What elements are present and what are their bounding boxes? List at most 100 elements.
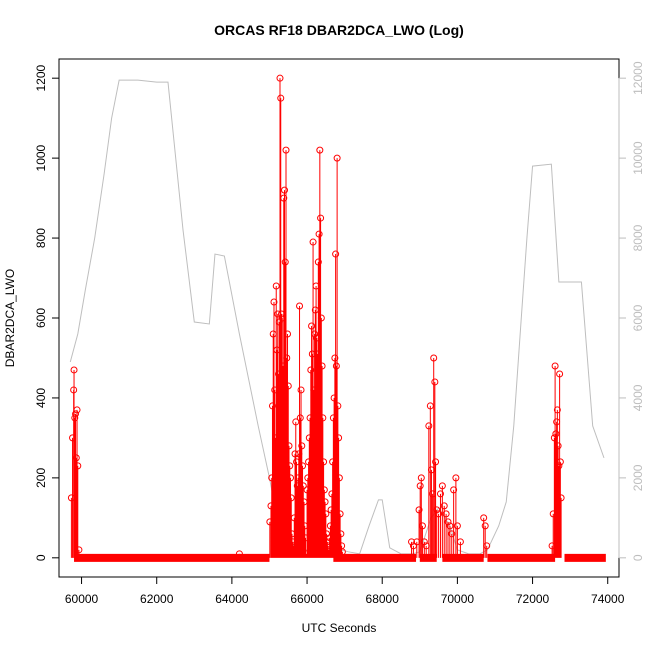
x-tick-label: 74000 xyxy=(591,592,625,606)
data-point xyxy=(292,418,300,426)
data-point xyxy=(446,522,454,530)
y2-tick-label: 4000 xyxy=(631,384,645,411)
data-point xyxy=(553,418,561,426)
data-point xyxy=(453,522,461,530)
data-point xyxy=(308,350,316,358)
y2-tick-label: 8000 xyxy=(631,224,645,251)
data-point xyxy=(416,482,424,490)
data-point xyxy=(309,238,317,246)
data-point xyxy=(293,458,301,466)
y-tick-label: 0 xyxy=(34,554,48,561)
data-point xyxy=(483,542,491,550)
data-point xyxy=(408,538,416,546)
data-point xyxy=(274,310,282,318)
data-point xyxy=(480,514,488,522)
data-point xyxy=(322,510,330,518)
data-point xyxy=(450,486,458,494)
data-point xyxy=(317,214,325,222)
data-point xyxy=(326,534,334,542)
data-point xyxy=(427,466,435,474)
data-point xyxy=(556,458,564,466)
data-point xyxy=(307,366,315,374)
data-point xyxy=(334,402,342,410)
data-point xyxy=(271,386,279,394)
data-point xyxy=(325,546,333,554)
data-point xyxy=(320,486,328,494)
data-point xyxy=(323,538,331,546)
data-point xyxy=(304,474,312,482)
data-point xyxy=(70,366,78,374)
y-tick-label: 800 xyxy=(34,228,48,248)
data-point xyxy=(417,474,425,482)
x-tick-label: 66000 xyxy=(290,592,324,606)
data-point xyxy=(336,510,344,518)
data-point xyxy=(277,94,285,102)
data-point xyxy=(549,510,557,518)
data-point xyxy=(321,498,329,506)
data-point xyxy=(277,310,285,318)
y-tick-label: 1000 xyxy=(34,144,48,171)
data-point xyxy=(456,538,464,546)
data-point xyxy=(282,146,290,154)
data-point xyxy=(281,186,289,194)
data-point xyxy=(311,306,319,314)
data-point xyxy=(548,542,556,550)
data-point xyxy=(284,382,292,390)
data-point xyxy=(291,450,299,458)
data-point xyxy=(335,474,343,482)
data-point xyxy=(300,498,308,506)
y-axis-label: DBAR2DCA_LWO xyxy=(3,269,17,367)
y2-tick-label: 2000 xyxy=(631,464,645,491)
y2-tick-label: 0 xyxy=(631,554,645,561)
chart-title: ORCAS RF18 DBAR2DCA_LWO (Log) xyxy=(214,22,464,38)
value-spikes xyxy=(70,78,562,558)
data-point xyxy=(67,494,75,502)
data-point xyxy=(311,330,319,338)
data-point xyxy=(338,548,346,556)
data-point xyxy=(274,370,282,378)
y-tick-label: 400 xyxy=(34,388,48,408)
data-point xyxy=(310,386,318,394)
data-point xyxy=(429,490,437,498)
data-point xyxy=(75,546,83,554)
data-point xyxy=(433,506,441,514)
data-point xyxy=(71,414,79,422)
x-tick-label: 72000 xyxy=(516,592,550,606)
axes: 60000 62000 64000 66000 68000 70000 72000 74000… xyxy=(34,61,645,606)
data-point xyxy=(332,250,340,258)
data-point xyxy=(296,302,304,310)
data-point xyxy=(290,542,298,550)
x-tick-label: 68000 xyxy=(366,592,400,606)
data-point xyxy=(276,74,284,82)
data-point xyxy=(69,434,77,442)
data-point xyxy=(327,506,335,514)
data-point xyxy=(319,414,327,422)
data-point xyxy=(298,442,306,450)
data-point xyxy=(305,434,313,442)
data-point xyxy=(425,422,433,430)
data-point xyxy=(268,474,276,482)
data-point xyxy=(72,410,80,418)
data-point xyxy=(287,474,295,482)
data-point xyxy=(302,534,310,542)
data-point xyxy=(435,510,443,518)
data-point xyxy=(481,522,489,530)
data-point xyxy=(316,146,324,154)
y-tick-label: 1200 xyxy=(34,65,48,92)
data-point xyxy=(415,506,423,514)
y2-tick-label: 12000 xyxy=(631,61,645,95)
data-point xyxy=(288,530,296,538)
x-tick-label: 62000 xyxy=(140,592,174,606)
data-point xyxy=(306,414,314,422)
data-point xyxy=(267,502,275,510)
data-point xyxy=(268,402,276,410)
data-point xyxy=(448,530,456,538)
data-point xyxy=(324,542,332,550)
data-point xyxy=(422,542,430,550)
data-point xyxy=(329,414,337,422)
altitude-line xyxy=(69,79,605,555)
data-point xyxy=(556,370,564,378)
y-tick-label: 200 xyxy=(34,468,48,488)
data-point xyxy=(270,298,278,306)
data-point xyxy=(284,330,292,338)
